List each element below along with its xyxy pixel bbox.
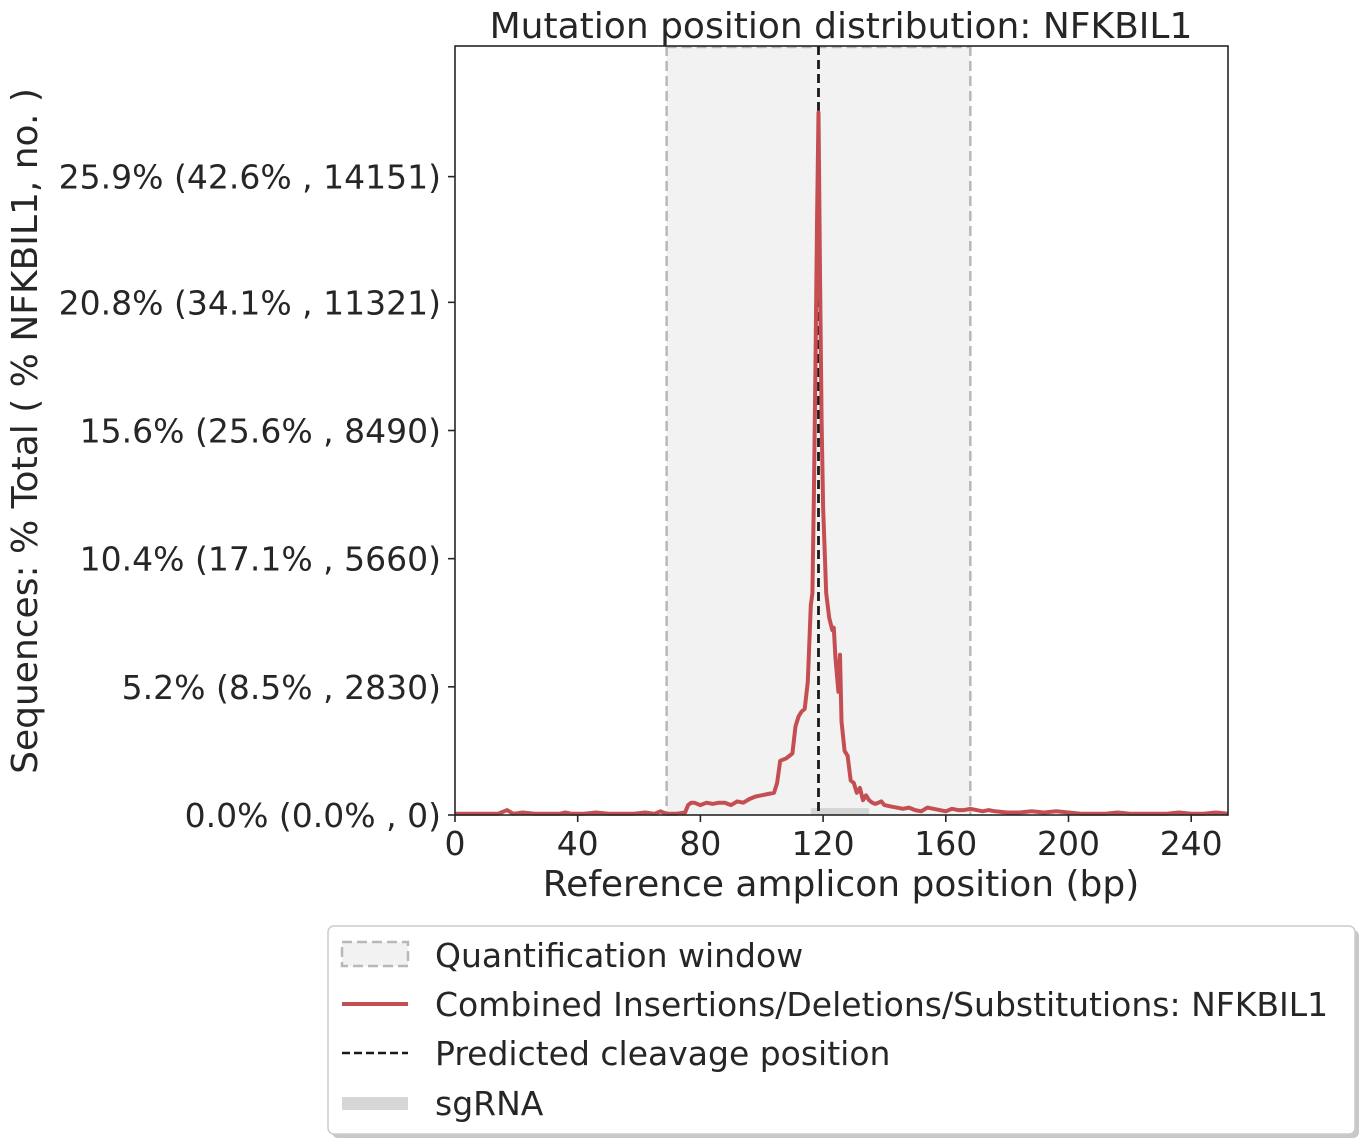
x-tick-label: 80 [679,824,721,863]
legend: Quantification window Combined Insertion… [327,925,1359,1138]
legend-swatch-sgrna [342,1097,408,1110]
legend-box [327,925,1356,1135]
legend-label-cleavage: Predicted cleavage position [435,1034,890,1073]
y-tick-label: 0.0% (0.0% , 0) [185,796,441,835]
x-axis: 0 40 80 120 160 200 240 [445,815,1223,863]
chart-title: Mutation position distribution: NFKBIL1 [490,6,1193,47]
y-axis-label: Sequences: % Total ( % NFKBIL1, no. ) [5,88,46,774]
legend-label-combined: Combined Insertions/Deletions/Substituti… [435,985,1328,1024]
series-line-0 [455,110,1229,816]
x-axis-label: Reference amplicon position (bp) [543,864,1140,905]
x-tick-label: 240 [1160,824,1223,863]
plot-marks [455,46,1229,816]
y-tick-label: 5.2% (8.5% , 2830) [122,668,441,707]
legend-label-sgrna: sgRNA [435,1084,544,1123]
legend-swatch-quantification-window [340,940,410,968]
x-tick-label: 200 [1037,824,1100,863]
x-tick-label: 0 [445,824,466,863]
y-tick-label: 15.6% (25.6% , 8490) [80,412,441,451]
x-tick-label: 40 [557,824,599,863]
sgrna-bar [810,808,870,815]
x-tick-label: 120 [792,824,855,863]
y-axis: 0.0% (0.0% , 0) 5.2% (8.5% , 2830) 10.4% (… [59,158,455,835]
y-tick-label: 10.4% (17.1% , 5660) [80,540,441,579]
y-tick-label: 20.8% (34.1% , 11321) [59,283,441,322]
legend-label-quantification-window: Quantification window [435,936,803,975]
x-tick-label: 160 [914,824,977,863]
y-tick-label: 25.9% (42.6% , 14151) [59,158,441,197]
